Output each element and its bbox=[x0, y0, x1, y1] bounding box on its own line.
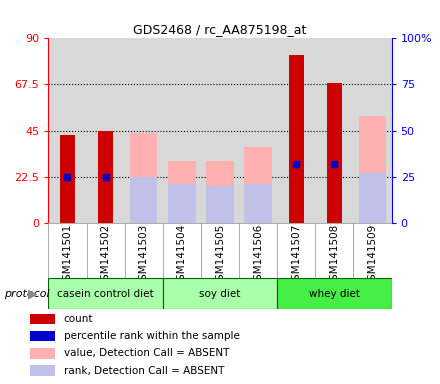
Text: GSM141501: GSM141501 bbox=[62, 224, 73, 287]
Bar bbox=[130, 132, 158, 223]
Bar bbox=[277, 38, 315, 223]
Bar bbox=[206, 161, 234, 223]
Text: whey diet: whey diet bbox=[309, 289, 360, 299]
Bar bbox=[60, 135, 75, 223]
Bar bbox=[30, 314, 55, 324]
Bar bbox=[30, 365, 55, 376]
Text: soy diet: soy diet bbox=[199, 289, 241, 299]
Bar bbox=[206, 186, 234, 223]
Text: count: count bbox=[64, 314, 93, 324]
Bar bbox=[130, 177, 158, 223]
Bar bbox=[48, 278, 163, 309]
Bar bbox=[277, 278, 392, 309]
Bar bbox=[327, 83, 341, 223]
Bar bbox=[315, 38, 353, 223]
Bar bbox=[359, 116, 386, 223]
Bar bbox=[87, 38, 125, 223]
Text: protocol: protocol bbox=[4, 289, 50, 299]
Bar bbox=[168, 184, 196, 223]
Bar bbox=[163, 278, 277, 309]
Bar bbox=[48, 38, 87, 223]
Bar bbox=[30, 331, 55, 341]
Bar bbox=[99, 131, 113, 223]
Bar bbox=[125, 38, 163, 223]
Text: GSM141505: GSM141505 bbox=[215, 224, 225, 287]
Bar bbox=[201, 38, 239, 223]
Bar bbox=[168, 161, 196, 223]
Text: GSM141507: GSM141507 bbox=[291, 224, 301, 287]
Text: GSM141506: GSM141506 bbox=[253, 224, 263, 287]
Text: ▶: ▶ bbox=[28, 287, 37, 300]
Text: value, Detection Call = ABSENT: value, Detection Call = ABSENT bbox=[64, 348, 229, 358]
Text: GSM141504: GSM141504 bbox=[177, 224, 187, 287]
Bar bbox=[289, 55, 304, 223]
Bar bbox=[244, 184, 272, 223]
Bar bbox=[163, 38, 201, 223]
Bar bbox=[359, 173, 386, 223]
Text: percentile rank within the sample: percentile rank within the sample bbox=[64, 331, 240, 341]
Bar bbox=[30, 348, 55, 359]
Bar bbox=[239, 38, 277, 223]
Bar bbox=[353, 38, 392, 223]
Text: rank, Detection Call = ABSENT: rank, Detection Call = ABSENT bbox=[64, 366, 224, 376]
Text: GSM141509: GSM141509 bbox=[367, 224, 378, 287]
Text: GSM141502: GSM141502 bbox=[101, 224, 110, 287]
Bar bbox=[244, 147, 272, 223]
Title: GDS2468 / rc_AA875198_at: GDS2468 / rc_AA875198_at bbox=[133, 23, 307, 36]
Text: GSM141503: GSM141503 bbox=[139, 224, 149, 287]
Text: GSM141508: GSM141508 bbox=[330, 224, 339, 287]
Text: casein control diet: casein control diet bbox=[57, 289, 154, 299]
